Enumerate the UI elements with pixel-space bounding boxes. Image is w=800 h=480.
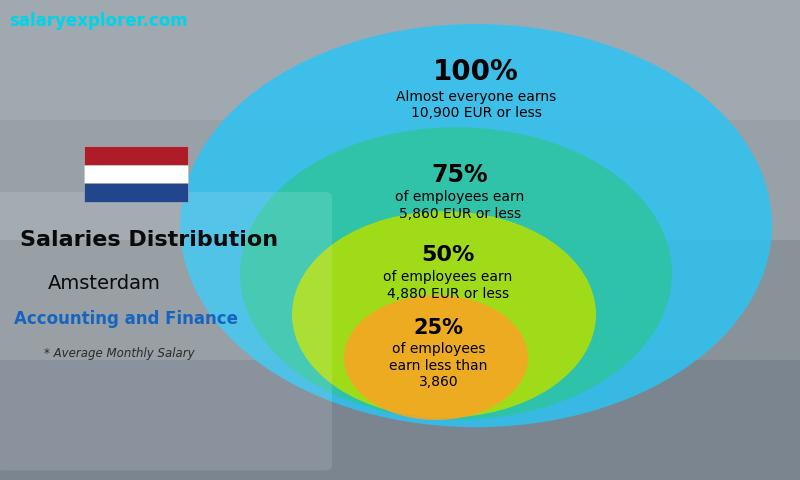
Bar	[0, 120, 800, 240]
Text: Salaries Distribution: Salaries Distribution	[20, 230, 278, 251]
Text: Accounting and Finance: Accounting and Finance	[14, 310, 238, 328]
Ellipse shape	[180, 24, 772, 427]
Text: of employees earn
4,880 EUR or less: of employees earn 4,880 EUR or less	[383, 270, 513, 301]
Text: Almost everyone earns
10,900 EUR or less: Almost everyone earns 10,900 EUR or less	[396, 90, 556, 120]
Bar	[0, 240, 800, 360]
Text: salaryexplorer.com: salaryexplorer.com	[10, 12, 188, 30]
Ellipse shape	[292, 211, 596, 418]
Text: of employees
earn less than
3,860: of employees earn less than 3,860	[390, 342, 487, 389]
Ellipse shape	[240, 127, 672, 420]
Bar	[84, 165, 188, 183]
Ellipse shape	[344, 295, 528, 420]
Text: 25%: 25%	[414, 318, 463, 338]
Text: * Average Monthly Salary: * Average Monthly Salary	[44, 347, 194, 360]
Text: 50%: 50%	[422, 245, 474, 265]
Bar	[0, 0, 800, 120]
Text: Amsterdam: Amsterdam	[48, 274, 161, 293]
Bar	[0, 360, 800, 480]
Text: 75%: 75%	[432, 163, 488, 187]
FancyBboxPatch shape	[0, 192, 332, 470]
Text: of employees earn
5,860 EUR or less: of employees earn 5,860 EUR or less	[395, 191, 525, 221]
Bar	[84, 183, 188, 202]
Text: 100%: 100%	[433, 58, 519, 85]
Bar	[84, 146, 188, 165]
